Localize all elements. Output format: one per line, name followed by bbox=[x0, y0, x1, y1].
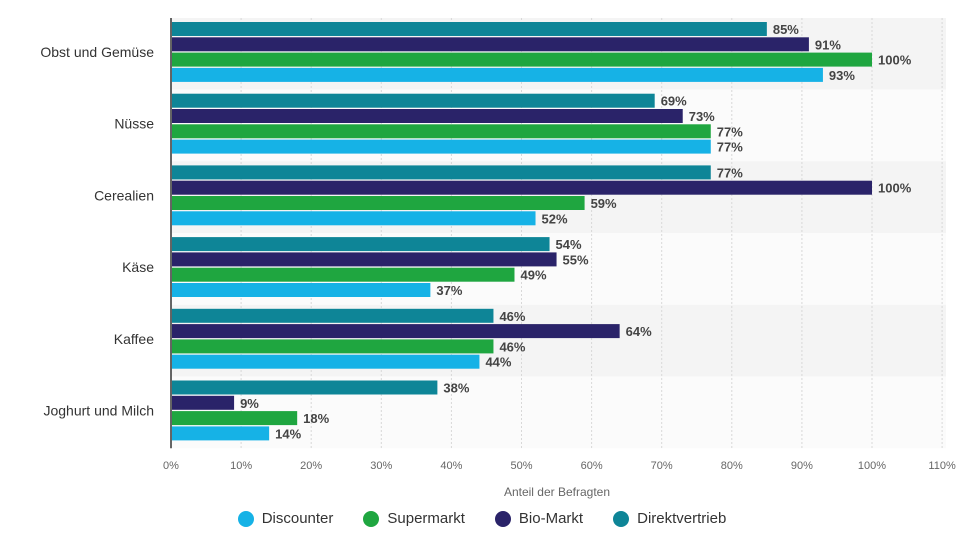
data-label: 73% bbox=[689, 109, 715, 124]
category-label: Joghurt und Milch bbox=[43, 403, 154, 419]
legend-item-discounter[interactable]: Discounter bbox=[237, 510, 334, 527]
bar-direktvertrieb bbox=[172, 308, 494, 323]
data-label: 59% bbox=[591, 196, 617, 211]
data-label: 91% bbox=[815, 37, 841, 52]
bar-discounter bbox=[172, 211, 536, 226]
x-tick-label: 100% bbox=[858, 460, 886, 472]
bar-biomarkt bbox=[172, 180, 872, 195]
bar-direktvertrieb bbox=[172, 380, 438, 395]
legend: Discounter Supermarkt Bio-Markt Direktvertr… bbox=[0, 510, 964, 527]
bar-biomarkt bbox=[172, 252, 557, 267]
bar-discounter bbox=[172, 283, 431, 297]
bar-biomarkt bbox=[172, 109, 683, 123]
legend-marker-icon bbox=[613, 510, 630, 527]
x-tick-label: 50% bbox=[510, 460, 532, 472]
data-label: 85% bbox=[773, 22, 799, 37]
bar-biomarkt bbox=[172, 324, 620, 339]
x-axis-title: Anteil der Befragten bbox=[504, 485, 610, 499]
legend-item-supermarkt[interactable]: Supermarkt bbox=[363, 510, 465, 527]
bar-discounter bbox=[172, 139, 711, 154]
bar-supermarkt bbox=[172, 339, 494, 354]
data-label: 44% bbox=[485, 355, 511, 370]
bar-supermarkt bbox=[172, 196, 585, 210]
x-tick-label: 20% bbox=[300, 460, 322, 472]
x-tick-label: 70% bbox=[651, 460, 673, 472]
data-label: 9% bbox=[240, 396, 259, 411]
category-label: Cerealien bbox=[94, 187, 154, 203]
legend-marker-icon bbox=[363, 510, 380, 527]
legend-marker-icon bbox=[237, 510, 254, 527]
x-tick-label: 10% bbox=[230, 460, 252, 472]
bar-supermarkt bbox=[172, 124, 711, 139]
legend-marker-icon bbox=[494, 510, 511, 527]
bar-biomarkt bbox=[172, 395, 235, 410]
category-label: Käse bbox=[122, 259, 154, 275]
category-label: Obst und Gemüse bbox=[40, 44, 154, 60]
x-tick-label: 40% bbox=[440, 460, 462, 472]
bar-direktvertrieb bbox=[172, 93, 655, 108]
data-label: 54% bbox=[556, 237, 582, 252]
x-tick-label: 90% bbox=[791, 460, 813, 472]
bar-discounter bbox=[172, 354, 480, 369]
x-tick-label: 80% bbox=[721, 460, 743, 472]
legend-label: Bio-Markt bbox=[518, 510, 584, 527]
legend-item-direktvertrieb[interactable]: Direktvertrieb bbox=[613, 510, 726, 527]
data-label: 55% bbox=[563, 252, 589, 267]
legend-label: Discounter bbox=[261, 510, 334, 527]
bar-supermarkt bbox=[172, 267, 515, 282]
data-label: 100% bbox=[878, 53, 912, 68]
legend-label: Supermarkt bbox=[387, 510, 465, 527]
legend-label: Direktvertrieb bbox=[637, 510, 727, 527]
data-label: 14% bbox=[275, 426, 301, 441]
bar-biomarkt bbox=[172, 37, 809, 52]
bar-discounter bbox=[172, 426, 270, 441]
data-label: 77% bbox=[717, 124, 743, 139]
data-label: 69% bbox=[661, 94, 687, 109]
bar-discounter bbox=[172, 67, 823, 82]
bar-direktvertrieb bbox=[172, 237, 550, 252]
legend-item-biomarkt[interactable]: Bio-Markt bbox=[494, 510, 584, 527]
data-label: 46% bbox=[499, 339, 525, 354]
data-label: 18% bbox=[303, 411, 329, 426]
data-label: 100% bbox=[878, 181, 912, 196]
bar-direktvertrieb bbox=[172, 165, 711, 180]
bar-supermarkt bbox=[172, 52, 872, 67]
x-tick-label: 110% bbox=[928, 460, 956, 472]
x-tick-label: 30% bbox=[370, 460, 392, 472]
data-label: 77% bbox=[717, 165, 743, 180]
category-label: Kaffee bbox=[114, 331, 154, 347]
bar-direktvertrieb bbox=[172, 22, 767, 36]
data-label: 64% bbox=[626, 324, 652, 339]
data-label: 37% bbox=[436, 283, 462, 298]
data-label: 46% bbox=[499, 309, 525, 324]
x-tick-label: 0% bbox=[163, 460, 179, 472]
x-tick-label: 60% bbox=[581, 460, 603, 472]
category-label: Nüsse bbox=[114, 116, 154, 132]
data-label: 49% bbox=[520, 268, 546, 283]
bar-chart: 0% 10% 20% 30% 40% 50% 60% 70% 80% 90% 100% 110% Obs… bbox=[40, 18, 956, 499]
data-label: 52% bbox=[542, 211, 568, 226]
data-label: 38% bbox=[443, 381, 469, 396]
data-label: 77% bbox=[717, 140, 743, 155]
bar-supermarkt bbox=[172, 411, 298, 426]
data-label: 93% bbox=[829, 68, 855, 83]
